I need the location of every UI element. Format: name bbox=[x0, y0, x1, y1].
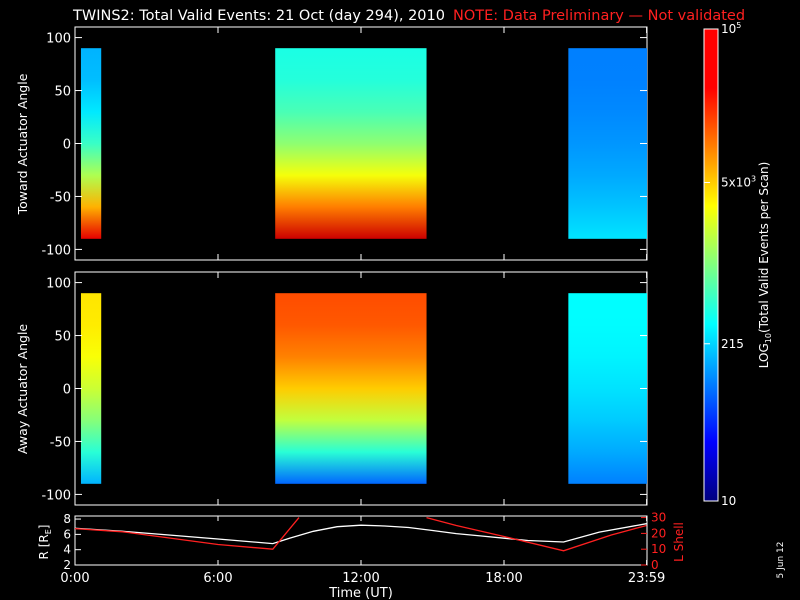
y-tick-label: 100 bbox=[46, 32, 71, 47]
away-block bbox=[275, 293, 427, 484]
series-r bbox=[74, 523, 647, 545]
colorbar-scale bbox=[703, 28, 719, 502]
panel-toward: 100 50 0 -50 -100 Toward Actuator Angle bbox=[15, 26, 648, 261]
x-tick-label: 0:00 bbox=[60, 571, 89, 586]
panel-toward-axis: 100 50 0 -50 -100 bbox=[41, 27, 648, 260]
panel-away-ylabel: Away Actuator Angle bbox=[15, 324, 30, 455]
colorbar-tick-label: 105 bbox=[721, 21, 741, 36]
x-axis: 0:00 6:00 12:00 18:00 23:59 bbox=[60, 571, 665, 586]
x-tick-label: 18:00 bbox=[485, 571, 522, 586]
away-block bbox=[568, 293, 647, 484]
x-tick-label: 23:59 bbox=[628, 571, 665, 586]
l-tick-label: 0 bbox=[651, 558, 659, 572]
orbit-ylabel-right: L Shell bbox=[672, 522, 686, 562]
y-tick-label: 50 bbox=[54, 85, 71, 100]
colorbar-ticks: 105 5x103 215 10 bbox=[704, 21, 756, 508]
y-tick-label: -100 bbox=[41, 488, 71, 503]
toward-block bbox=[275, 48, 427, 239]
y-tick-label: 50 bbox=[54, 330, 71, 345]
y-tick-label: 100 bbox=[46, 277, 71, 292]
x-tick-label: 12:00 bbox=[342, 571, 379, 586]
y-tick-label: -50 bbox=[50, 435, 71, 450]
colorbar-tick-label: 215 bbox=[721, 337, 744, 351]
plot-title: TWINS2: Total Valid Events: 21 Oct (day … bbox=[72, 8, 445, 24]
preliminary-note: NOTE: Data Preliminary — Not validated bbox=[453, 8, 745, 24]
panel-orbit-lines bbox=[74, 516, 647, 552]
panel-orbit-frame bbox=[74, 515, 648, 566]
l-tick-label: 10 bbox=[651, 542, 666, 556]
colorbar: 105 5x103 215 10 LOG10(Total Valid Events p… bbox=[703, 21, 773, 508]
x-tick-label: 6:00 bbox=[203, 571, 232, 586]
toward-block bbox=[80, 48, 102, 239]
orbit-ylabel-left: R [RE] bbox=[37, 525, 53, 560]
r-tick-label: 2 bbox=[63, 558, 71, 572]
toward-block bbox=[568, 48, 647, 239]
x-axis-label: Time (UT) bbox=[328, 586, 393, 600]
panel-toward-data bbox=[80, 48, 647, 239]
colorbar-tick-label: 5x103 bbox=[721, 175, 756, 190]
r-tick-label: 6 bbox=[63, 527, 71, 541]
l-tick-label: 20 bbox=[651, 526, 666, 540]
away-block bbox=[80, 293, 102, 484]
date-stamp: 5 Jun 12 bbox=[776, 542, 786, 579]
svg-text:5 Jun 12: 5 Jun 12 bbox=[776, 542, 786, 579]
panel-away-data bbox=[80, 293, 647, 484]
y-tick-label: 0 bbox=[63, 383, 71, 398]
colorbar-label: LOG10(Total Valid Events per Scan) bbox=[757, 162, 773, 369]
y-tick-label: -50 bbox=[50, 190, 71, 205]
r-tick-label: 8 bbox=[63, 512, 71, 526]
panel-away-axis: 100 50 0 -50 -100 bbox=[41, 272, 648, 505]
y-tick-label: -100 bbox=[41, 243, 71, 258]
colorbar-tick-label: 10 bbox=[721, 494, 736, 508]
r-tick-label: 4 bbox=[63, 543, 71, 557]
y-tick-label: 0 bbox=[63, 138, 71, 153]
series-l-shell bbox=[74, 516, 647, 552]
panel-toward-ylabel: Toward Actuator Angle bbox=[15, 73, 30, 215]
l-tick-label: 30 bbox=[651, 511, 666, 525]
panel-away: 100 50 0 -50 -100 Away Actuator Angle bbox=[15, 271, 648, 506]
